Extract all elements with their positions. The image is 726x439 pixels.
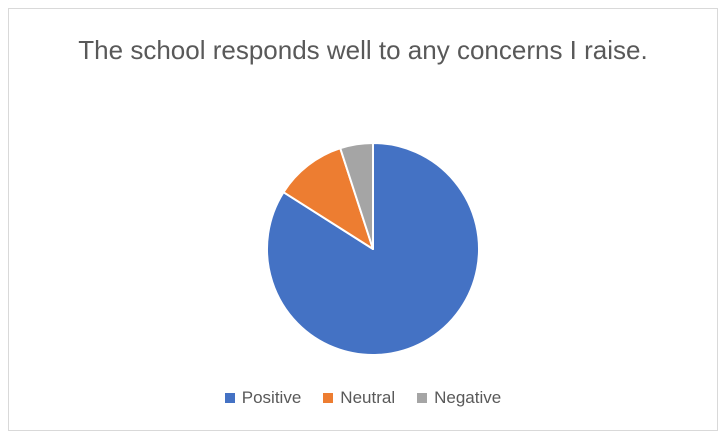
pie-slice-neutral — [282, 147, 374, 250]
legend-label-negative: Negative — [434, 388, 502, 407]
chart-title: The school responds well to any concerns… — [78, 35, 648, 65]
legend-item-negative: Negative — [417, 388, 501, 408]
pie-slice-positive — [266, 142, 480, 356]
legend-swatch-negative — [417, 393, 428, 403]
legend: Positive Neutral Negative — [0, 388, 726, 408]
pie-slice-negative — [339, 142, 374, 250]
legend-item-neutral: Neutral — [323, 388, 395, 408]
legend-label-neutral: Neutral — [340, 388, 396, 407]
legend-swatch-positive — [224, 393, 235, 403]
legend-label-positive: Positive — [241, 388, 302, 407]
legend-swatch-neutral — [323, 393, 334, 403]
legend-item-positive: Positive — [224, 388, 302, 408]
